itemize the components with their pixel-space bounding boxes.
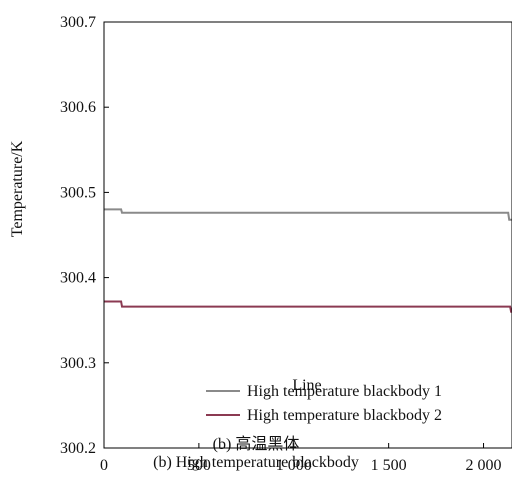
x-tick-label: 500 — [187, 457, 211, 474]
series-line-2 — [104, 300, 512, 313]
y-axis-ticks: 300.2 300.3 300.4 300.5 300.6 300.7 — [60, 14, 109, 457]
y-tick-label: 300.5 — [60, 184, 96, 201]
legend: High temperature blackbody 1 High tempera… — [206, 383, 442, 424]
x-tick-label: 2 000 — [466, 457, 502, 474]
series-layer — [104, 208, 512, 313]
series-line-1 — [104, 208, 512, 221]
y-tick-label: 300.4 — [60, 270, 96, 287]
y-tick-label: 300.3 — [60, 355, 96, 372]
legend-label-1: High temperature blackbody 1 — [247, 383, 442, 400]
y-axis-label: Temperature/K — [9, 140, 26, 237]
figure-caption-english: (b) High temperature blackbody — [153, 454, 359, 471]
x-tick-label: 0 — [100, 457, 108, 474]
x-tick-label: 1 500 — [371, 457, 407, 474]
y-tick-label: 300.6 — [60, 99, 96, 116]
x-axis-label: Line — [292, 377, 321, 394]
figure-caption-chinese: (b) 高温黑体 — [212, 436, 300, 453]
y-tick-label: 300.2 — [60, 440, 96, 457]
x-tick-label: 1 000 — [276, 457, 312, 474]
x-axis-ticks: 0 500 1 000 1 500 2 000 — [100, 443, 502, 474]
plot-area-frame — [103, 21, 512, 449]
legend-label-2: High temperature blackbody 2 — [247, 407, 442, 424]
y-tick-label: 300.7 — [60, 14, 96, 31]
